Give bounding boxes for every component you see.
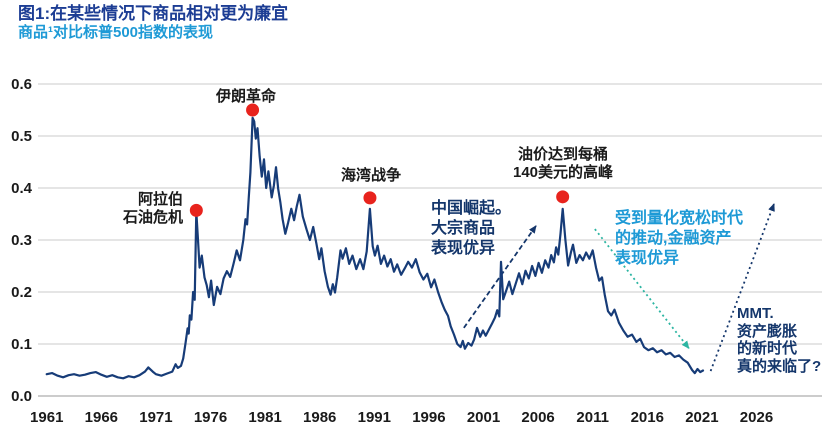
oil-140-peak-dot xyxy=(556,190,570,204)
china-rise-arrow xyxy=(463,225,537,329)
qe-era-note: 受到量化宽松时代 的推动,金融资产 表现优异 xyxy=(615,209,743,269)
commodity-vs-sp500-line xyxy=(45,116,705,380)
oil-140-peak-label-line: 140美元的高峰 xyxy=(512,164,614,181)
china-rise-note-line: 中国崛起。 xyxy=(431,200,512,217)
gulf-war-dot xyxy=(363,191,377,205)
y-axis-tick: 0.6 xyxy=(11,76,32,93)
x-axis-tick: 1961 xyxy=(30,409,63,426)
x-axis-tick: 2001 xyxy=(467,409,500,426)
qe-era-arrow xyxy=(594,228,690,349)
arab-oil-crisis-label-line: 阿拉伯 xyxy=(137,191,183,208)
y-axis-tick: 0.5 xyxy=(11,128,32,145)
oil-140-peak-label-line: 油价达到每桶 xyxy=(517,146,608,163)
x-axis-tick: 1996 xyxy=(412,409,445,426)
x-axis-tick: 1986 xyxy=(303,409,336,426)
x-axis-tick: 2021 xyxy=(685,409,718,426)
china-rise-note-line: 大宗商品 xyxy=(431,220,496,237)
china-rise-note: 中国崛起。大宗商品表现优异 xyxy=(431,199,511,259)
y-axis-tick: 0.2 xyxy=(11,284,32,301)
x-axis-tick: 2016 xyxy=(631,409,664,426)
arab-oil-crisis-label: 阿拉伯 石油危机 xyxy=(123,191,183,227)
mmt-era-note-line: 真的来临了? xyxy=(737,357,822,375)
mmt-era-note-line: MMT. xyxy=(737,305,774,322)
x-axis-tick: 2006 xyxy=(521,409,554,426)
gulf-war-label-line: 海湾战争 xyxy=(340,167,402,184)
x-axis-tick: 1966 xyxy=(85,409,118,426)
x-axis-tick: 1991 xyxy=(358,409,391,426)
arab-oil-crisis-label-line: 石油危机 xyxy=(122,209,183,226)
iran-revolution-label: 伊朗革命 xyxy=(216,88,276,106)
iran-revolution-dot xyxy=(246,103,260,117)
qe-era-note-line: 表现优异 xyxy=(615,250,680,267)
china-rise-note-line: 表现优异 xyxy=(431,240,496,257)
x-axis-tick: 2026 xyxy=(740,409,773,426)
y-axis-tick: 0.3 xyxy=(11,232,32,249)
x-axis-tick: 1981 xyxy=(248,409,281,426)
iran-revolution-label-line: 伊朗革命 xyxy=(215,88,277,105)
mmt-era-note-line: 资产膨胀 xyxy=(737,322,798,340)
x-axis-tick: 1971 xyxy=(139,409,172,426)
qe-era-note-line: 受到量化宽松时代 xyxy=(615,210,744,227)
arab-oil-crisis-dot xyxy=(189,203,203,217)
figure-subtitle: 商品¹对比标普500指数的表现 xyxy=(18,24,214,41)
y-axis-tick: 0.0 xyxy=(11,388,32,405)
x-axis-tick: 1976 xyxy=(194,409,227,426)
mmt-era-note-line: 的新时代 xyxy=(737,340,798,357)
mmt-era-arrow xyxy=(709,203,775,372)
mmt-era-note: MMT. 资产膨胀 的新时代 真的来临了? xyxy=(737,305,821,375)
gulf-war-label: 海湾战争 xyxy=(341,167,401,185)
x-axis-tick: 2011 xyxy=(576,409,609,426)
oil-140-peak-label: 油价达到每桶 140美元的高峰 xyxy=(513,146,613,182)
figure-header: 图1:在某些情况下商品相对更为廉宜 商品¹对比标普500指数的表现 xyxy=(18,4,288,42)
y-axis-tick: 0.4 xyxy=(11,180,33,197)
qe-era-note-line: 的推动,金融资产 xyxy=(615,230,732,247)
figure-title: 图1:在某些情况下商品相对更为廉宜 xyxy=(18,4,289,23)
y-axis-tick: 0.1 xyxy=(11,336,32,353)
